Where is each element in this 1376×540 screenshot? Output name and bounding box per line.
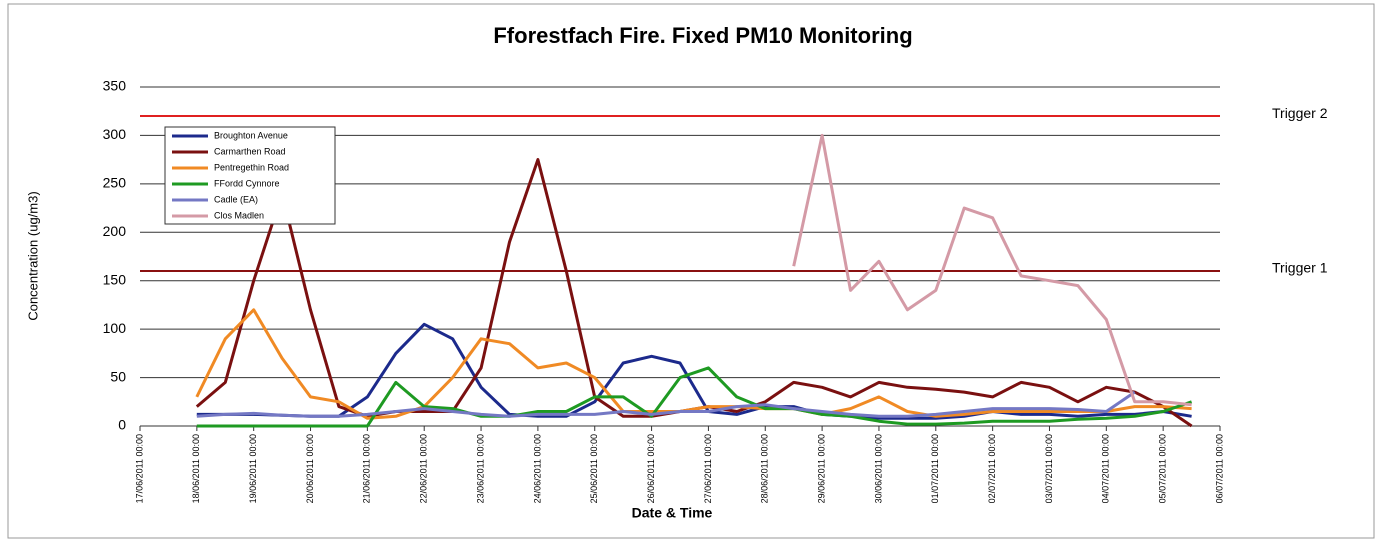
x-tick-label: 23/06/2011 00:00 bbox=[475, 434, 485, 503]
legend-label: Cadle (EA) bbox=[214, 194, 258, 204]
x-tick-label: 25/06/2011 00:00 bbox=[589, 434, 599, 503]
x-tick-label: 19/06/2011 00:00 bbox=[248, 434, 258, 503]
x-axis-label: Date & Time bbox=[632, 505, 713, 521]
reference-label: Trigger 1 bbox=[1272, 260, 1328, 276]
y-tick-label: 100 bbox=[103, 320, 127, 336]
x-tick-label: 28/06/2011 00:00 bbox=[760, 434, 770, 503]
x-tick-label: 03/07/2011 00:00 bbox=[1044, 434, 1054, 503]
reference-label: Trigger 2 bbox=[1272, 105, 1328, 121]
x-tick-label: 01/07/2011 00:00 bbox=[930, 434, 940, 503]
legend-label: Carmarthen Road bbox=[214, 146, 286, 156]
series-line bbox=[196, 390, 1136, 418]
y-tick-label: 0 bbox=[118, 417, 126, 433]
x-tick-label: 26/06/2011 00:00 bbox=[646, 434, 656, 503]
x-tick-label: 04/07/2011 00:00 bbox=[1101, 434, 1111, 503]
x-tick-label: 24/06/2011 00:00 bbox=[532, 434, 542, 503]
y-axis-label: Concentration (ug/m3) bbox=[25, 191, 40, 320]
series-line bbox=[196, 322, 1192, 420]
x-tick-label: 05/07/2011 00:00 bbox=[1158, 434, 1168, 503]
y-tick-label: 200 bbox=[103, 223, 127, 239]
x-tick-label: 29/06/2011 00:00 bbox=[816, 434, 826, 503]
x-tick-label: 20/06/2011 00:00 bbox=[305, 434, 315, 503]
legend-label: Broughton Avenue bbox=[214, 130, 288, 140]
x-tick-label: 21/06/2011 00:00 bbox=[362, 434, 372, 503]
legend-label: Pentregethin Road bbox=[214, 162, 289, 172]
y-tick-label: 150 bbox=[103, 271, 127, 287]
x-tick-label: 22/06/2011 00:00 bbox=[419, 434, 429, 503]
legend-box bbox=[164, 126, 336, 225]
x-tick-label: 17/06/2011 00:00 bbox=[134, 434, 144, 503]
legend: Broughton Avenue Carmarthen Road Pentreget… bbox=[164, 126, 336, 225]
x-tick-label: 30/06/2011 00:00 bbox=[873, 434, 883, 503]
x-tick-label: 27/06/2011 00:00 bbox=[703, 434, 713, 503]
series-line bbox=[792, 133, 1192, 407]
legend-label: Clos Madlen bbox=[214, 210, 264, 220]
legend-label: FFordd Cynnore bbox=[214, 178, 280, 188]
x-tick-label: 02/07/2011 00:00 bbox=[987, 434, 997, 503]
chart-title: Fforestfach Fire. Fixed PM10 Monitoring bbox=[493, 23, 912, 48]
y-tick-label: 250 bbox=[103, 175, 127, 191]
series-line bbox=[196, 366, 1193, 428]
y-tick-label: 300 bbox=[103, 126, 127, 142]
y-tick-label: 50 bbox=[110, 368, 126, 384]
x-tick-label: 06/07/2011 00:00 bbox=[1214, 434, 1224, 503]
y-tick-label: 350 bbox=[103, 78, 127, 94]
x-tick-label: 18/06/2011 00:00 bbox=[191, 434, 201, 503]
